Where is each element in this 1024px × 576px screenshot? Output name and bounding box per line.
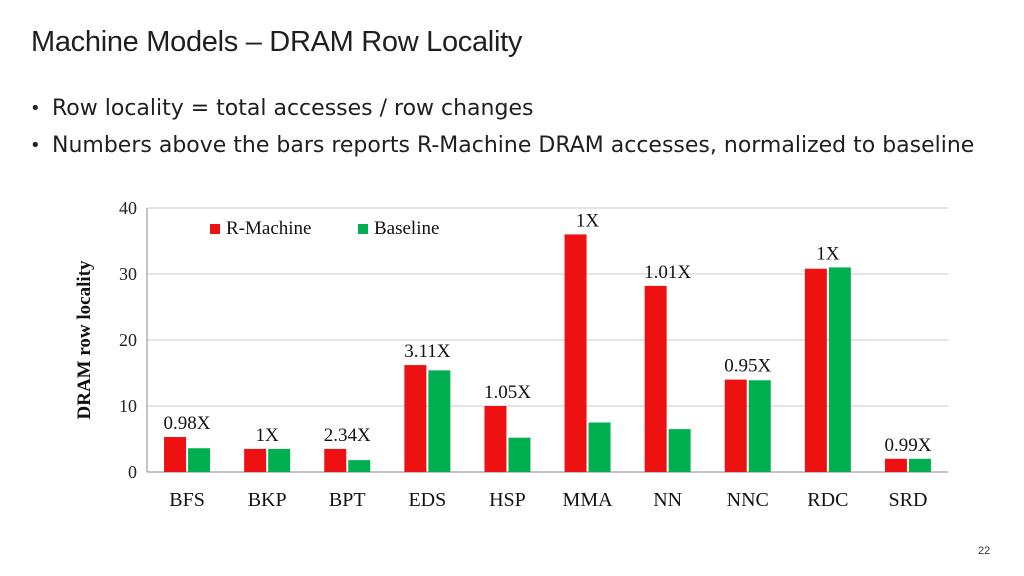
- bar-annotation: 1.01X: [644, 262, 691, 283]
- legend-label: R-Machine: [226, 218, 311, 239]
- bar-r-machine: [164, 437, 187, 472]
- bullet-list: • Row locality = total accesses / row ch…: [28, 94, 998, 168]
- slide-title: Machine Models – DRAM Row Locality: [31, 26, 523, 58]
- bar-r-machine: [244, 448, 267, 472]
- bar-r-machine: [884, 458, 907, 472]
- bullet-dot-icon: •: [30, 98, 41, 119]
- bar-annotation: 0.95X: [724, 356, 771, 377]
- legend-label: Baseline: [374, 218, 439, 239]
- bar-baseline: [348, 460, 371, 472]
- bar-baseline: [908, 458, 931, 472]
- legend-swatch-r-machine: [210, 224, 220, 234]
- bar-annotation: 1X: [816, 243, 840, 264]
- bar-r-machine: [644, 285, 667, 472]
- bar-annotation: 1X: [576, 210, 600, 231]
- y-axis-label: DRAM row locality: [74, 260, 95, 420]
- bar-baseline: [508, 437, 531, 472]
- bar-baseline: [668, 429, 691, 472]
- bullet-item: • Row locality = total accesses / row ch…: [28, 94, 998, 123]
- y-tick-label: 30: [119, 264, 137, 284]
- legend-swatch-baseline: [358, 224, 368, 234]
- bar-annotation: 1.05X: [484, 382, 531, 403]
- y-tick-label: 20: [119, 330, 137, 350]
- x-tick-label: RDC: [807, 489, 848, 511]
- bar-annotation: 0.99X: [884, 435, 931, 456]
- bar-chart-svg: 0 10 20 30 40 DRAM row locality BFS 0.98X BKP 1X B…: [74, 198, 948, 511]
- bar-baseline: [748, 380, 771, 472]
- bullet-item: • Numbers above the bars reports R-Machi…: [28, 131, 998, 160]
- bar-annotation: 0.98X: [164, 413, 211, 434]
- x-tick-label: BFS: [169, 489, 205, 511]
- y-tick-label: 10: [119, 396, 137, 416]
- x-tick-label: NN: [653, 489, 682, 511]
- x-tick-label: MMA: [563, 489, 614, 511]
- x-tick-label: BPT: [329, 489, 366, 511]
- y-tick-label: 40: [119, 198, 137, 218]
- bar-annotation: 2.34X: [324, 425, 371, 446]
- bar-r-machine: [724, 379, 747, 472]
- y-tick-label: 0: [128, 462, 137, 482]
- bar-baseline: [188, 448, 211, 472]
- slide-number: 22: [978, 545, 991, 557]
- bar-r-machine: [804, 268, 827, 472]
- x-tick-label: HSP: [489, 489, 526, 511]
- bullet-dot-icon: •: [30, 135, 41, 156]
- x-tick-label: BKP: [248, 489, 287, 511]
- bullet-text: Row locality = total accesses / row chan…: [52, 96, 534, 121]
- bar-r-machine: [404, 365, 427, 472]
- bar-baseline: [588, 422, 611, 472]
- bar-baseline: [828, 267, 851, 472]
- bar-r-machine: [324, 448, 347, 472]
- bar-annotation: 3.11X: [404, 341, 451, 362]
- bar-r-machine: [484, 406, 507, 472]
- bar-baseline: [428, 370, 451, 472]
- bar-annotation: 1X: [256, 425, 280, 446]
- bar-r-machine: [564, 234, 587, 472]
- dram-row-locality-chart: 0 10 20 30 40 DRAM row locality BFS 0.98X BKP 1X B…: [70, 196, 960, 522]
- x-tick-label: SRD: [888, 489, 927, 511]
- x-tick-label: EDS: [408, 489, 446, 511]
- x-tick-label: NNC: [727, 489, 769, 511]
- bullet-text: Numbers above the bars reports R-Machine…: [52, 133, 975, 158]
- bar-baseline: [268, 448, 291, 472]
